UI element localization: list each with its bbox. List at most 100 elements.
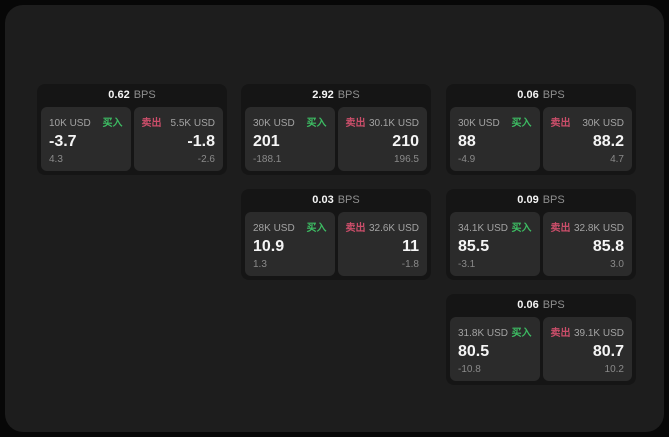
buy-tile-top: 34.1K USD 买入 [458,219,532,234]
bps-unit-label: BPS [542,194,565,206]
buy-tile-top: 28K USD 买入 [253,219,327,234]
card-body: 30K USD 买入 88 -4.9 卖出 30K USD 88.2 4.7 [446,107,636,175]
sell-delta: 4.7 [610,154,624,165]
quote-card[interactable]: 0.03 BPS 28K USD 买入 10.9 1.3 卖出 32.6K USD… [241,189,431,280]
buy-amount: 30K USD [253,118,295,129]
card-bps-header: 0.06 BPS [446,294,636,317]
sell-price: -1.8 [187,132,215,150]
buy-amount: 28K USD [253,223,295,234]
sell-side-label: 卖出 [345,118,366,129]
card-bps-header: 0.62 BPS [37,84,227,107]
bps-value: 2.92 [312,89,334,101]
buy-delta: -188.1 [253,154,282,165]
buy-amount: 31.8K USD [458,328,509,339]
buy-quote-tile[interactable]: 30K USD 买入 88 -4.9 [450,107,540,171]
bps-value: 0.62 [108,89,130,101]
sell-amount: 32.8K USD [573,223,624,234]
buy-side-label: 买入 [306,118,327,129]
buy-tile-top: 10K USD 买入 [49,114,123,129]
sell-price: 210 [392,132,419,150]
buy-amount: 30K USD [458,118,500,129]
bps-unit-label: BPS [542,89,565,101]
quote-card[interactable]: 0.09 BPS 34.1K USD 买入 85.5 -3.1 卖出 32.8K … [446,189,636,280]
buy-quote-tile[interactable]: 30K USD 买入 201 -188.1 [245,107,335,171]
sell-side-label: 卖出 [550,328,571,339]
bps-value: 0.09 [517,194,539,206]
sell-quote-tile[interactable]: 卖出 30.1K USD 210 196.5 [337,107,427,171]
card-body: 10K USD 买入 -3.7 4.3 卖出 5.5K USD -1.8 -2.… [37,107,227,175]
bps-value: 0.03 [312,194,334,206]
sell-amount: 30K USD [582,118,624,129]
buy-price: 201 [253,132,280,150]
buy-tile-top: 30K USD 买入 [253,114,327,129]
sell-tile-top: 卖出 30K USD [551,114,625,129]
sell-amount: 39.1K USD [573,328,624,339]
bps-value: 0.06 [517,89,539,101]
sell-price: 11 [402,237,419,255]
buy-quote-tile[interactable]: 31.8K USD 买入 80.5 -10.8 [450,317,540,381]
buy-tile-top: 31.8K USD 买入 [458,324,532,339]
sell-price: 80.7 [592,342,624,360]
sell-side-label: 卖出 [345,223,366,234]
card-body: 30K USD 买入 201 -188.1 卖出 30.1K USD 210 1… [241,107,431,175]
buy-side-label: 买入 [102,118,123,129]
buy-delta: 4.3 [49,154,63,165]
sell-tile-top: 卖出 32.6K USD [346,219,420,234]
sell-quote-tile[interactable]: 卖出 5.5K USD -1.8 -2.6 [133,107,223,171]
buy-quote-tile[interactable]: 10K USD 买入 -3.7 4.3 [41,107,131,171]
card-bps-header: 0.03 BPS [241,189,431,212]
sell-amount: 5.5K USD [170,118,215,129]
sell-side-label: 卖出 [141,118,162,129]
sell-amount: 30.1K USD [368,118,419,129]
bps-value: 0.06 [517,299,539,311]
buy-price: 80.5 [458,342,490,360]
buy-delta: 1.3 [253,259,267,270]
quote-card[interactable]: 0.06 BPS 30K USD 买入 88 -4.9 卖出 30K USD 88… [446,84,636,175]
buy-tile-top: 30K USD 买入 [458,114,532,129]
buy-delta: -4.9 [458,154,476,165]
bps-unit-label: BPS [133,89,156,101]
sell-tile-top: 卖出 30.1K USD [346,114,420,129]
sell-delta: 196.5 [393,154,419,165]
quote-card[interactable]: 2.92 BPS 30K USD 买入 201 -188.1 卖出 30.1K U… [241,84,431,175]
sell-tile-top: 卖出 5.5K USD [142,114,216,129]
buy-amount: 10K USD [49,118,91,129]
bps-unit-label: BPS [337,89,360,101]
card-bps-header: 2.92 BPS [241,84,431,107]
sell-quote-tile[interactable]: 卖出 39.1K USD 80.7 10.2 [542,317,632,381]
buy-quote-tile[interactable]: 28K USD 买入 10.9 1.3 [245,212,335,276]
bps-unit-label: BPS [542,299,565,311]
buy-delta: -3.1 [458,259,476,270]
buy-side-label: 买入 [306,223,327,234]
sell-amount: 32.6K USD [368,223,419,234]
buy-side-label: 买入 [511,118,532,129]
buy-amount: 34.1K USD [458,223,509,234]
sell-delta: 3.0 [610,259,624,270]
card-bps-header: 0.06 BPS [446,84,636,107]
sell-quote-tile[interactable]: 卖出 30K USD 88.2 4.7 [542,107,632,171]
buy-price: 88 [458,132,476,150]
sell-delta: -2.6 [197,154,215,165]
card-bps-header: 0.09 BPS [446,189,636,212]
sell-price: 85.8 [592,237,624,255]
sell-price: 88.2 [592,132,624,150]
card-body: 28K USD 买入 10.9 1.3 卖出 32.6K USD 11 -1.8 [241,212,431,280]
quotes-panel: 0.62 BPS 10K USD 买入 -3.7 4.3 卖出 5.5K USD … [5,5,664,432]
card-body: 31.8K USD 买入 80.5 -10.8 卖出 39.1K USD 80.… [446,317,636,385]
sell-quote-tile[interactable]: 卖出 32.8K USD 85.8 3.0 [542,212,632,276]
sell-delta: -1.8 [401,259,419,270]
quote-card[interactable]: 0.62 BPS 10K USD 买入 -3.7 4.3 卖出 5.5K USD … [37,84,227,175]
sell-side-label: 卖出 [550,223,571,234]
quote-card[interactable]: 0.06 BPS 31.8K USD 买入 80.5 -10.8 卖出 39.1K… [446,294,636,385]
buy-delta: -10.8 [458,364,481,375]
bps-unit-label: BPS [337,194,360,206]
sell-tile-top: 卖出 32.8K USD [551,219,625,234]
sell-quote-tile[interactable]: 卖出 32.6K USD 11 -1.8 [337,212,427,276]
buy-price: 85.5 [458,237,490,255]
buy-quote-tile[interactable]: 34.1K USD 买入 85.5 -3.1 [450,212,540,276]
buy-price: 10.9 [253,237,285,255]
sell-tile-top: 卖出 39.1K USD [551,324,625,339]
sell-side-label: 卖出 [550,118,571,129]
buy-side-label: 买入 [511,328,532,339]
buy-price: -3.7 [49,132,77,150]
